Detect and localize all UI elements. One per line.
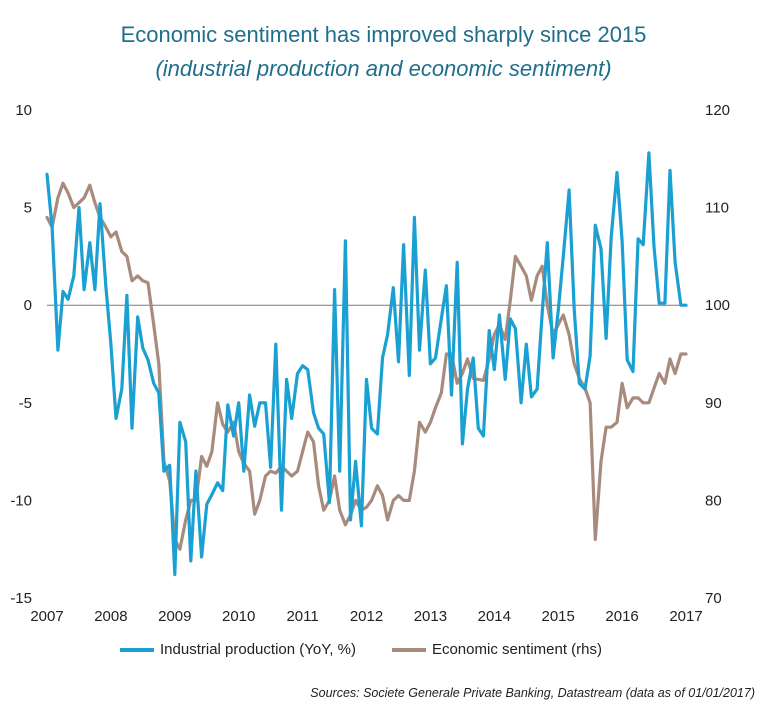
x-tick-label: 2011: [286, 608, 318, 625]
legend-item-sentiment: Economic sentiment (rhs): [391, 641, 603, 658]
x-tick-label: 2016: [605, 608, 638, 625]
chart-subtitle: (industrial production and economic sent…: [155, 56, 612, 81]
legend-swatch-sentiment: [391, 647, 426, 652]
x-tick-label: 2013: [414, 608, 447, 625]
legend-swatch-industrial: [120, 647, 154, 652]
x-tick-label: 2007: [30, 608, 63, 625]
x-tick-label: 2009: [158, 608, 191, 625]
series-line-economic-sentiment: [45, 181, 688, 551]
x-tick-label: 2017: [669, 608, 702, 625]
y-left-tick-label: -10: [10, 492, 32, 509]
y-left-tick-label: -15: [10, 590, 32, 607]
y-right-tick-label: 90: [705, 395, 722, 412]
y-right-tick-label: 70: [705, 590, 722, 607]
y-right-tick-label: 100: [705, 297, 730, 314]
x-tick-label: 2010: [222, 608, 255, 625]
x-tick-label: 2014: [478, 608, 511, 625]
x-tick-label: 2015: [542, 608, 575, 625]
y-right-tick-label: 110: [705, 200, 729, 217]
legend-label-sentiment: Economic sentiment (rhs): [431, 641, 603, 658]
legend: Industrial production (YoY, %) Economic …: [120, 641, 638, 658]
x-tick-label: 2012: [350, 608, 383, 625]
y-right-tick-label: 120: [705, 102, 730, 119]
legend-item-industrial: Industrial production (YoY, %): [120, 641, 356, 658]
x-tick-label: 2008: [94, 608, 127, 625]
y-left-tick-label: 5: [24, 200, 32, 217]
source-note: Sources: Societe Generale Private Bankin…: [310, 686, 755, 700]
legend-label-industrial: Industrial production (YoY, %): [160, 641, 356, 658]
y-left-tick-label: 0: [24, 297, 32, 314]
chart-title: Economic sentiment has improved sharply …: [120, 22, 647, 47]
series-line-industrial-production: [45, 151, 688, 577]
y-right-tick-label: 80: [705, 492, 722, 509]
y-left-tick-label: 10: [15, 102, 32, 119]
y-left-tick-label: -5: [19, 395, 32, 412]
